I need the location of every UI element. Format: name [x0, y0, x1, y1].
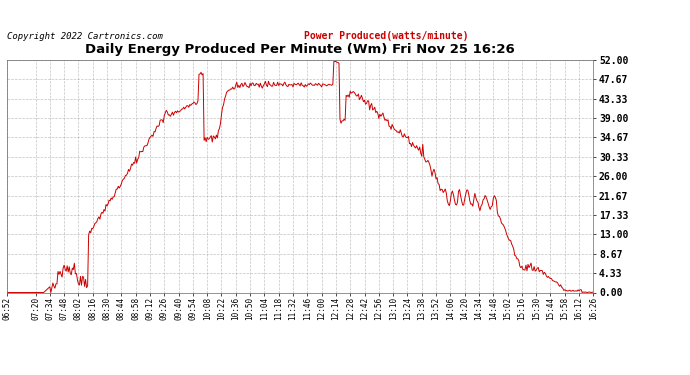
- Text: Copyright 2022 Cartronics.com: Copyright 2022 Cartronics.com: [7, 32, 163, 41]
- Text: Power Produced(watts/minute): Power Produced(watts/minute): [304, 32, 468, 41]
- Title: Daily Energy Produced Per Minute (Wm) Fri Nov 25 16:26: Daily Energy Produced Per Minute (Wm) Fr…: [86, 43, 515, 56]
